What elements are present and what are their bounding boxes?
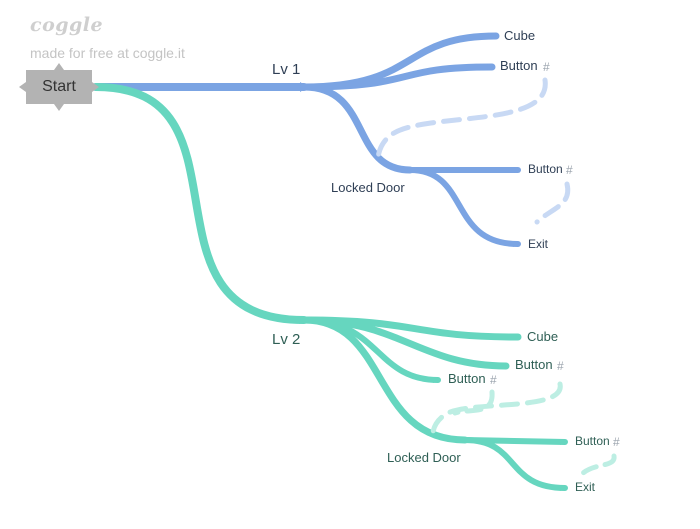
edge-ld2-exit: [462, 437, 568, 491]
arrow-lv1-cube: [490, 33, 497, 39]
branch-lv2: Lv 2 Cube Button # Button # Locked Door …: [92, 83, 620, 494]
label-lv2-locked-door: Locked Door: [387, 450, 461, 465]
arrow-ld1-button: [513, 167, 520, 173]
label-lv1-cube: Cube: [504, 28, 535, 43]
arrow-lv1-button: [486, 64, 493, 70]
hash-link-icon[interactable]: #: [490, 373, 497, 387]
edge-lv1-locked-door: [300, 83, 414, 174]
label-lv1: Lv 1: [272, 61, 300, 78]
label-lv2-button-a: Button: [515, 357, 553, 372]
add-child-handle-bottom[interactable]: [54, 104, 64, 111]
crosslink-lv1-button-to-locked-door: [375, 77, 548, 163]
hash-link-icon[interactable]: #: [566, 163, 573, 177]
label-lv2-button-b: Button: [448, 371, 486, 386]
label-lv1-locked-door: Locked Door: [331, 180, 405, 195]
arrow-lv2-button-a: [501, 363, 508, 369]
label-ld2-button: Button: [575, 434, 610, 448]
label-lv2-cube: Cube: [527, 329, 558, 344]
crosslink-lv2-button-b-to-locked-door: [452, 389, 495, 416]
edge-start-lv2: [92, 83, 308, 324]
hash-link-icon[interactable]: #: [613, 435, 620, 449]
crosslink-ld2-button-to-exit: [577, 453, 617, 479]
label-ld1-exit: Exit: [528, 237, 549, 251]
edge-lv2-locked-door: [300, 316, 469, 444]
arrow-ld2-button: [560, 439, 567, 445]
edge-lv1-button: [300, 63, 496, 91]
label-ld2-exit: Exit: [575, 480, 596, 494]
add-child-handle-left[interactable]: [19, 82, 26, 92]
add-child-handle-top[interactable]: [54, 63, 64, 70]
crosslink-ld1-button-to-exit: [534, 181, 571, 225]
arrow-lv2-button-b: [433, 377, 440, 383]
label-ld1-button: Button: [528, 162, 563, 176]
hash-link-icon[interactable]: #: [543, 60, 550, 74]
root-node-label: Start: [42, 78, 76, 95]
crosslink-lv2-button-a-to-locked-door: [430, 381, 563, 435]
hash-link-icon[interactable]: #: [557, 359, 564, 373]
root-node-start[interactable]: Start: [26, 70, 92, 104]
edge-ld1-exit: [407, 167, 521, 247]
arrow-ld2-exit: [560, 485, 567, 491]
label-lv1-button: Button: [500, 58, 538, 73]
coggle-logo: coggle: [30, 14, 104, 36]
label-lv2: Lv 2: [272, 331, 300, 348]
watermark-tagline: made for free at coggle.it: [30, 45, 185, 61]
branch-lv1: Lv 1 Cube Button # Locked Door Button # …: [92, 28, 573, 251]
add-child-handle-right[interactable]: [92, 82, 99, 92]
arrow-lv2-cube: [513, 334, 520, 340]
arrow-ld1-exit: [513, 241, 520, 247]
